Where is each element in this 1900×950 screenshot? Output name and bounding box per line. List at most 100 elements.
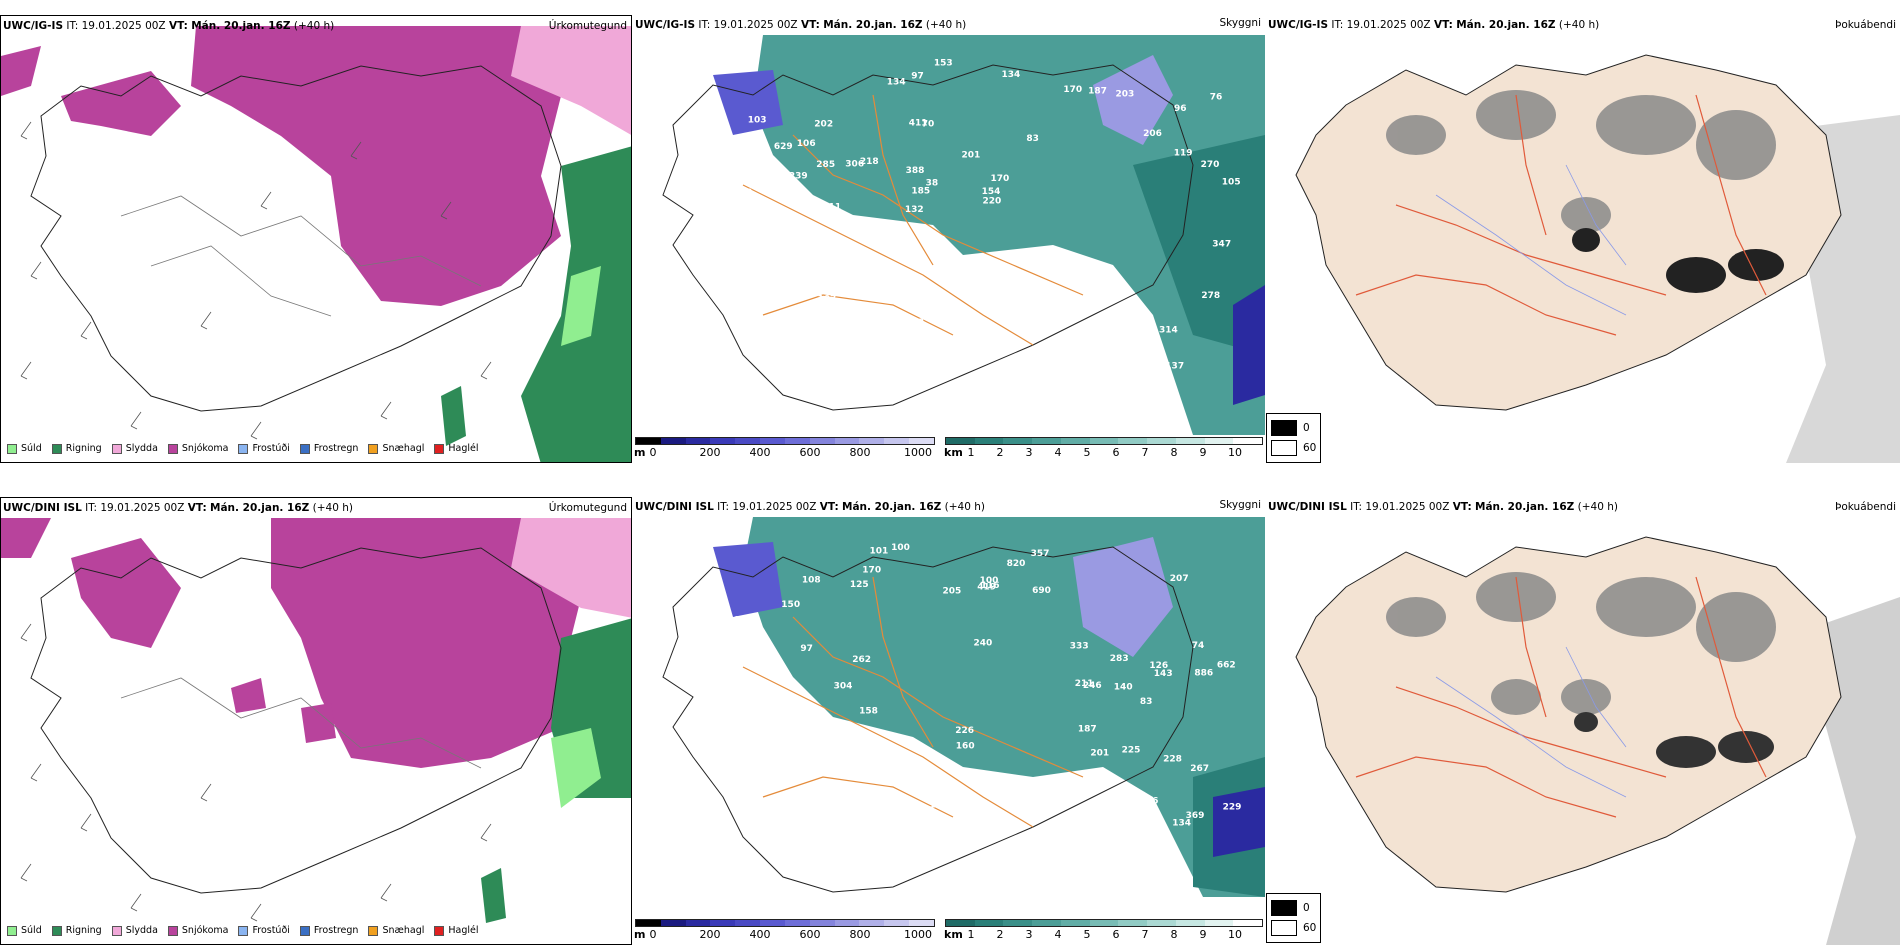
- visibility-title-bottom: Skyggni: [1219, 499, 1262, 511]
- cloudbase-value-label: 207: [1170, 574, 1189, 584]
- cloudbase-value-label: 170: [862, 566, 881, 576]
- cloudbase-value-label: 83: [1026, 134, 1039, 144]
- cloudbase-value-label: 205: [943, 587, 962, 597]
- cloudbase-value-label: 105: [1222, 178, 1241, 188]
- cloudbase-strip: [635, 919, 935, 927]
- cloudbase-value-label: 77: [895, 223, 908, 233]
- cloudbase-value-label: 369: [1186, 811, 1205, 821]
- cloudbase-value-label: 134: [1002, 70, 1021, 80]
- cloudbase-value-label: 162: [1031, 255, 1050, 265]
- cloudbase-value-label: 136: [1020, 329, 1039, 339]
- cloudbase-value-label: 206: [1015, 846, 1034, 856]
- cloudbase-value-label: 153: [934, 59, 953, 69]
- cloudbase-value-label: 101: [870, 546, 889, 556]
- legend-item-slydda: Slydda: [111, 925, 158, 936]
- legend-item-sudd: Súld: [7, 925, 42, 936]
- cloudbase-value-label: 125: [850, 580, 869, 590]
- cloudbase-value-label: 458: [853, 349, 872, 359]
- visibility-colorbar-top: km 1 2 3 4 5 6 7 8 9 10: [944, 437, 1263, 459]
- cloudbase-value-label: 270: [1090, 810, 1109, 820]
- cloudbase-value-label: 150: [781, 600, 800, 610]
- cloudbase-value-label: 137: [1165, 362, 1184, 372]
- visibility-header-bottom: UWC/DINI ISL IT: 19.01.2025 00Z VT: Mán.…: [635, 501, 985, 513]
- precip-header-bottom: UWC/DINI ISL IT: 19.01.2025 00Z VT: Mán.…: [3, 502, 353, 514]
- legend-item-snjokoma: Snjókoma: [167, 925, 228, 936]
- cloudbase-value-label: 97: [800, 644, 813, 654]
- legend-item-haglel: Haglél: [434, 925, 479, 936]
- cloudbase-value-label: 232: [897, 855, 916, 865]
- cloudbase-value-label: 292: [1034, 285, 1053, 295]
- cloudbase-value-label: 278: [1201, 291, 1220, 301]
- cloudbase-value-label: 185: [911, 187, 930, 197]
- cloudbase-value-label: 154: [982, 187, 1001, 197]
- cloudbase-value-label: 202: [814, 120, 833, 130]
- cloudbase-value-label: 126: [1149, 661, 1168, 671]
- visibility-colorbar-bottom: km 1 2 3 4 5 6 7 8 9 10: [944, 919, 1263, 941]
- precip-legend-top: Súld Rigning Slydda Snjókoma Frostúði Fr…: [7, 443, 479, 454]
- cloudbase-value-label: 74: [1192, 641, 1205, 651]
- visibility-panel-top: 137 83 96 77 83 411 201 218 175 70 170 92 103 97 105 16…: [633, 15, 1265, 463]
- cloudbase-value-label: 240: [710, 159, 729, 169]
- fog-panel-bottom: UWC/DINI ISL IT: 19.01.2025 00Z VT: Mán.…: [1266, 497, 1900, 945]
- legend-item-frostregn: Frostregn: [299, 925, 358, 936]
- cloudbase-value-label: 550: [914, 329, 933, 339]
- legend-item-frostregn: Frostregn: [299, 443, 358, 454]
- cloudbase-value-label: 298: [890, 842, 909, 852]
- cloudbase-value-label: 90: [1066, 253, 1079, 263]
- cloudbase-value-label: 357: [1031, 549, 1050, 559]
- cloudbase-value-label: 70: [922, 119, 935, 129]
- cloudbase-value-label: 222: [816, 357, 835, 367]
- cloudbase-value-label: 134: [1172, 819, 1191, 829]
- cloudbase-value-label: 333: [1070, 642, 1089, 652]
- cloudbase-value-label: 187: [1088, 87, 1107, 97]
- cloudbase-value-label: 106: [797, 139, 816, 149]
- visibility-title-top: Skyggni: [1219, 17, 1262, 29]
- cloudbase-value-label: 160: [956, 742, 975, 752]
- cloudbase-value-label: 187: [1078, 725, 1097, 735]
- cloudbase-value-label: 306: [845, 160, 864, 170]
- cloudbase-value-label: 38: [926, 178, 939, 188]
- cloudbase-value-label: 108: [802, 576, 821, 586]
- legend-item-snjokoma: Snjókoma: [167, 443, 228, 454]
- cloudbase-colorbar-bottom: m 0 200 400 600 800 1000: [634, 919, 935, 941]
- cloudbase-value-label: 100: [980, 576, 999, 586]
- cloudbase-value-label: 364: [1055, 865, 1074, 875]
- fog-legend-bottom: 0 60: [1266, 893, 1322, 943]
- cloudbase-value-label: 140: [1114, 683, 1133, 693]
- cloudbase-value-label: 97: [911, 71, 924, 81]
- cloudbase-value-label: 240: [974, 639, 993, 649]
- cloudbase-value-label: 132: [905, 205, 924, 215]
- cloudbase-value-label: 867: [808, 808, 827, 818]
- cloudbase-value-label: 139: [721, 616, 740, 626]
- fog-map-bottom: [1266, 497, 1900, 945]
- legend-item-frostudi: Frostúði: [238, 925, 290, 936]
- cloudbase-value-label: 201: [962, 151, 981, 161]
- legend-item-rigning: Rigning: [51, 925, 102, 936]
- legend-item-rigning: Rigning: [51, 443, 102, 454]
- cloudbase-value-label: 131: [938, 794, 957, 804]
- cloudbase-value-label: 262: [852, 655, 871, 665]
- cloudbase-value-label: 158: [720, 64, 739, 74]
- visibility-strip: [945, 919, 1263, 927]
- cloudbase-colorbar-top: m 0 200 400 600 800 1000: [634, 437, 935, 459]
- cloudbase-value-label: 170: [991, 174, 1010, 184]
- fog-map-top: [1266, 15, 1900, 463]
- cloudbase-value-label: 357: [797, 316, 816, 326]
- precip-type-map-bottom: [1, 498, 631, 944]
- cloudbase-value-label: 225: [1122, 746, 1141, 756]
- cloudbase-value-label: 662: [1217, 660, 1236, 670]
- precip-type-panel-top: UWC/IG-IS IT: 19.01.2025 00Z VT: Mán. 20…: [0, 15, 632, 463]
- fog-header-bottom: UWC/DINI ISL IT: 19.01.2025 00Z VT: Mán.…: [1268, 501, 1618, 513]
- cloudbase-value-label: 22: [958, 341, 971, 351]
- cloudbase-value-label: 412: [1120, 840, 1139, 850]
- visibility-strip: [945, 437, 1263, 445]
- cloudbase-value-label: 419: [977, 582, 996, 592]
- cloudbase-value-label: 388: [906, 166, 925, 176]
- cloudbase-value-label: 137: [929, 800, 948, 810]
- fog-title-bottom: Þokuábendi: [1835, 501, 1896, 513]
- cloudbase-value-label: 283: [823, 731, 842, 741]
- cloudbase-value-label: 92: [743, 728, 756, 738]
- cloudbase-value-label: 207: [1123, 361, 1142, 371]
- cloudbase-value-label: 83: [740, 188, 753, 198]
- cloudbase-value-label: 175: [801, 333, 820, 343]
